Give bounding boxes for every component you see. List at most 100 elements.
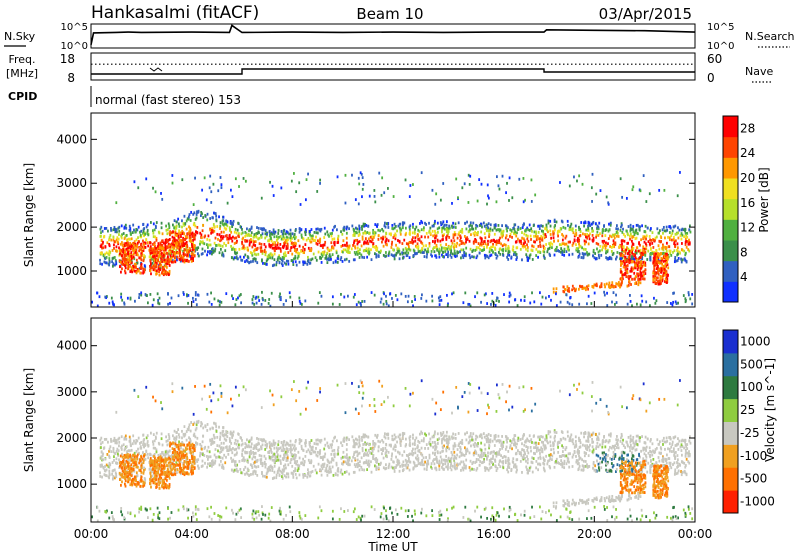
velocity-cell: [356, 463, 358, 466]
power-cell: [568, 226, 571, 230]
velocity-cell: [362, 461, 365, 465]
velocity-cell: [538, 438, 541, 442]
power-clutter-cell: [187, 301, 189, 305]
power-cell: [253, 240, 256, 244]
velocity-cell: [509, 444, 512, 448]
power-low-cell: [600, 285, 603, 288]
power-cell: [668, 231, 671, 234]
power-cell: [621, 249, 623, 253]
power-cell: [358, 224, 361, 228]
power-blob-cell: [172, 254, 175, 258]
power-clutter-cell: [158, 302, 161, 306]
velocity-cell: [632, 446, 635, 450]
power-blob-cell: [119, 260, 122, 264]
velocity-cell: [433, 432, 436, 436]
velocity-cell: [440, 434, 443, 437]
velocity-cell: [591, 445, 594, 449]
power-cell: [229, 236, 231, 240]
power-cell: [454, 255, 457, 258]
velocity-cell: [265, 446, 268, 449]
power-blob-cell: [172, 260, 175, 264]
power-cell: [275, 261, 278, 264]
power-cell: [507, 253, 509, 257]
power-cell: [155, 221, 158, 224]
power-cell: [672, 250, 674, 254]
velocity-cell: [586, 448, 589, 452]
power-blob-cell: [189, 249, 192, 252]
power-cell: [222, 235, 225, 239]
power-cell: [469, 223, 472, 227]
power-blob-cell: [126, 262, 129, 266]
power-cell: [126, 247, 129, 250]
power-cell: [685, 260, 688, 264]
power-cell: [215, 244, 217, 247]
velocity-cell: [271, 469, 274, 472]
power-cell: [520, 239, 522, 243]
power-blob-cell: [160, 246, 163, 250]
power-cell: [524, 240, 527, 244]
velocity-cell: [271, 458, 274, 462]
velocity-cell: [687, 454, 690, 458]
power-cell: [354, 246, 357, 250]
power-cell: [106, 241, 109, 245]
power-cell: [108, 257, 111, 260]
power-cell: [337, 240, 340, 244]
power-cell: [442, 238, 444, 241]
power-cell: [529, 234, 532, 238]
velocity-cell: [412, 436, 414, 440]
power-clutter-cell: [149, 293, 152, 296]
power-cell: [385, 222, 388, 226]
power-cell: [461, 230, 464, 234]
power-blob-cell: [179, 254, 182, 258]
power-blob-cell: [164, 248, 167, 251]
power-cell: [171, 259, 174, 262]
power-low-cell: [604, 285, 606, 289]
power-cell: [113, 263, 116, 267]
power-cell: [571, 243, 574, 247]
power-cell: [194, 233, 197, 237]
power-cell: [168, 226, 171, 230]
power-blob-cell: [173, 246, 176, 250]
power-clutter-cell: [158, 296, 161, 300]
power-cell: [245, 233, 248, 237]
velocity-cell: [474, 441, 477, 445]
power-cell: [504, 224, 507, 228]
power-cell: [651, 231, 654, 235]
power-clutter-cell: [318, 291, 321, 294]
power-upper-cell: [524, 198, 526, 202]
power-blob-cell: [625, 260, 628, 264]
power-blob-cell: [633, 271, 636, 275]
power-cell: [579, 230, 582, 234]
power-upper-cell: [487, 194, 489, 198]
power-cell: [579, 244, 582, 248]
power-panel-frame: [90, 112, 696, 308]
power-cell: [278, 261, 281, 265]
power-upper-cell: [508, 199, 510, 202]
power-cell: [153, 228, 156, 232]
power-cell: [329, 255, 332, 259]
power-cell: [281, 256, 284, 259]
power-cell: [364, 237, 367, 241]
velocity-cell: [100, 455, 103, 459]
power-clutter-cell: [631, 304, 633, 307]
power-clutter-cell: [304, 299, 307, 303]
power-cell: [233, 230, 236, 234]
power-blob-cell: [666, 274, 669, 278]
power-cell: [271, 256, 274, 260]
power-cell: [674, 245, 676, 248]
power-cell: [465, 246, 468, 250]
power-blob-cell: [642, 253, 645, 257]
power-cell: [472, 241, 475, 245]
velocity-cell: [417, 449, 420, 453]
power-blob-cell: [152, 255, 154, 259]
power-blob-cell: [660, 282, 662, 285]
power-cell: [432, 247, 434, 251]
power-clutter-cell: [508, 294, 511, 298]
power-low-cell: [579, 284, 581, 288]
power-blob-cell: [190, 243, 193, 246]
velocity-cell: [356, 450, 359, 454]
power-upper-cell: [298, 181, 301, 185]
velocity-cell: [554, 434, 557, 438]
power-clutter-cell: [235, 298, 238, 301]
power-cell: [292, 257, 295, 261]
